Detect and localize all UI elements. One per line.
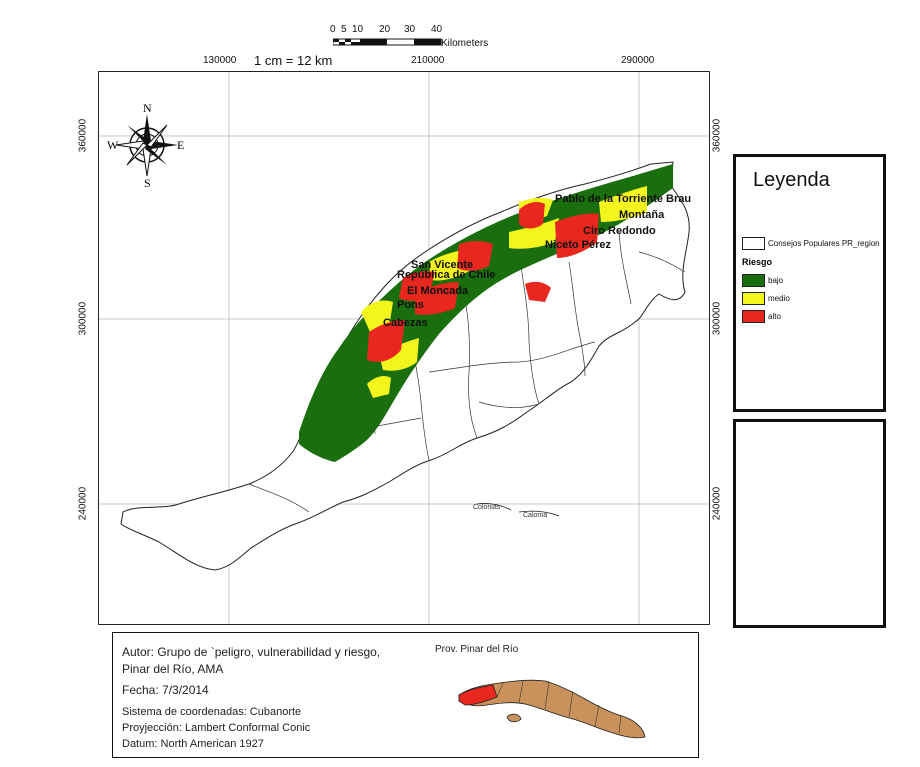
legend-item-bajo: bajo [742, 274, 862, 288]
scale-tick-20: 20 [379, 24, 391, 35]
scale-tick-30: 30 [404, 24, 416, 35]
risk-zone-medio [361, 186, 647, 398]
island-outline [518, 510, 560, 517]
date-label: Fecha: 7/3/2014 [122, 683, 209, 697]
risk-map: Pablo de la Torriente Brau Montaña Ciro … [99, 72, 709, 624]
scale-bar-graphic [333, 38, 442, 46]
risk-zone-alto [367, 202, 599, 362]
grid-label-right-1: 360000 [711, 118, 723, 153]
minor-label-caloma: Caloma [523, 512, 547, 519]
map-frame: Pablo de la Torriente Brau Montaña Ciro … [98, 71, 710, 625]
grid-label-top-2: 210000 [411, 55, 445, 66]
legend-swatch-medio [742, 292, 765, 305]
minor-label-colonias: Colonias [473, 504, 501, 511]
legend-label-alto: alto [768, 312, 781, 321]
grid-label-left-1: 360000 [77, 118, 89, 153]
scale-ratio-label: 1 cm = 12 km [254, 53, 333, 68]
legend-swatch-alto [742, 310, 765, 323]
place-label-niceto-perez: Niceto Pérez [545, 239, 612, 251]
place-label-pablo: Pablo de la Torriente Brau [555, 193, 691, 205]
scale-unit-label: Kilometers [441, 38, 489, 49]
legend-item-medio: medio [742, 292, 862, 306]
compass-e-label: E [177, 138, 185, 152]
grid-label-right-2: 300000 [711, 301, 723, 336]
scale-tick-0: 0 [330, 24, 336, 35]
legend-boundary-item: Consejos Populares PR_region [742, 237, 882, 250]
pinar-del-rio-region [458, 684, 498, 706]
cuba-island [458, 679, 646, 739]
inset-province-lines [496, 680, 622, 734]
scale-tick-5: 5 [341, 24, 347, 35]
compass-s-label: S [144, 176, 151, 190]
legend-title: Leyenda [753, 169, 830, 191]
empty-panel [733, 419, 886, 628]
scale-tick-10: 10 [352, 24, 364, 35]
legend-boundary-swatch [742, 237, 765, 250]
legend-boundary-label: Consejos Populares PR_region [768, 239, 880, 248]
info-panel: Autor: Grupo de `peligro, vulnerabilidad… [112, 632, 699, 758]
legend-item-alto: alto [742, 310, 862, 324]
place-label-el-moncada: El Moncada [407, 285, 469, 297]
grid-label-left-3: 240000 [77, 486, 89, 521]
scale-bar: 0 5 10 20 30 40 Kilometers [330, 24, 500, 54]
grid-label-top-1: 130000 [203, 55, 237, 66]
legend-group-title: Riesgo [742, 257, 773, 267]
author-line-2: Pinar del Río, AMA [122, 662, 224, 676]
grid-label-top-3: 290000 [621, 55, 655, 66]
compass-icon [115, 114, 178, 177]
scale-tick-40: 40 [431, 24, 443, 35]
island-outline [476, 503, 512, 511]
place-label-san-vicente: San Vicente [411, 259, 473, 271]
compass-n-label: N [143, 101, 152, 115]
legend-panel: Leyenda Consejos Populares PR_region Rie… [733, 154, 886, 412]
grid-label-right-3: 240000 [711, 486, 723, 521]
place-label-cabezas: Cabezas [383, 317, 428, 329]
coord-system-label: Sistema de coordenadas: Cubanorte [122, 706, 302, 718]
legend-label-bajo: bajo [768, 276, 784, 285]
compass-w-label: W [107, 138, 119, 152]
datum-label: Datum: North American 1927 [122, 738, 264, 750]
inset-title: Prov. Pinar del Río [435, 644, 519, 655]
place-label-republica-chile: República de Chile [397, 269, 495, 281]
cuba-inset-map [458, 679, 646, 739]
grid-label-left-2: 300000 [77, 301, 89, 336]
projection-label: Proyjección: Lambert Conformal Conic [122, 722, 311, 734]
legend-label-medio: medio [768, 294, 790, 303]
place-label-pons: Pons [397, 299, 424, 311]
author-line-1: Autor: Grupo de `peligro, vulnerabilidad… [122, 645, 381, 659]
compass-rose: N S W E [107, 101, 187, 190]
isla-juventud [506, 713, 522, 723]
legend-swatch-bajo [742, 274, 765, 287]
place-label-montana: Montaña [619, 209, 665, 221]
place-label-ciro-redondo: Ciro Redondo [583, 225, 656, 237]
